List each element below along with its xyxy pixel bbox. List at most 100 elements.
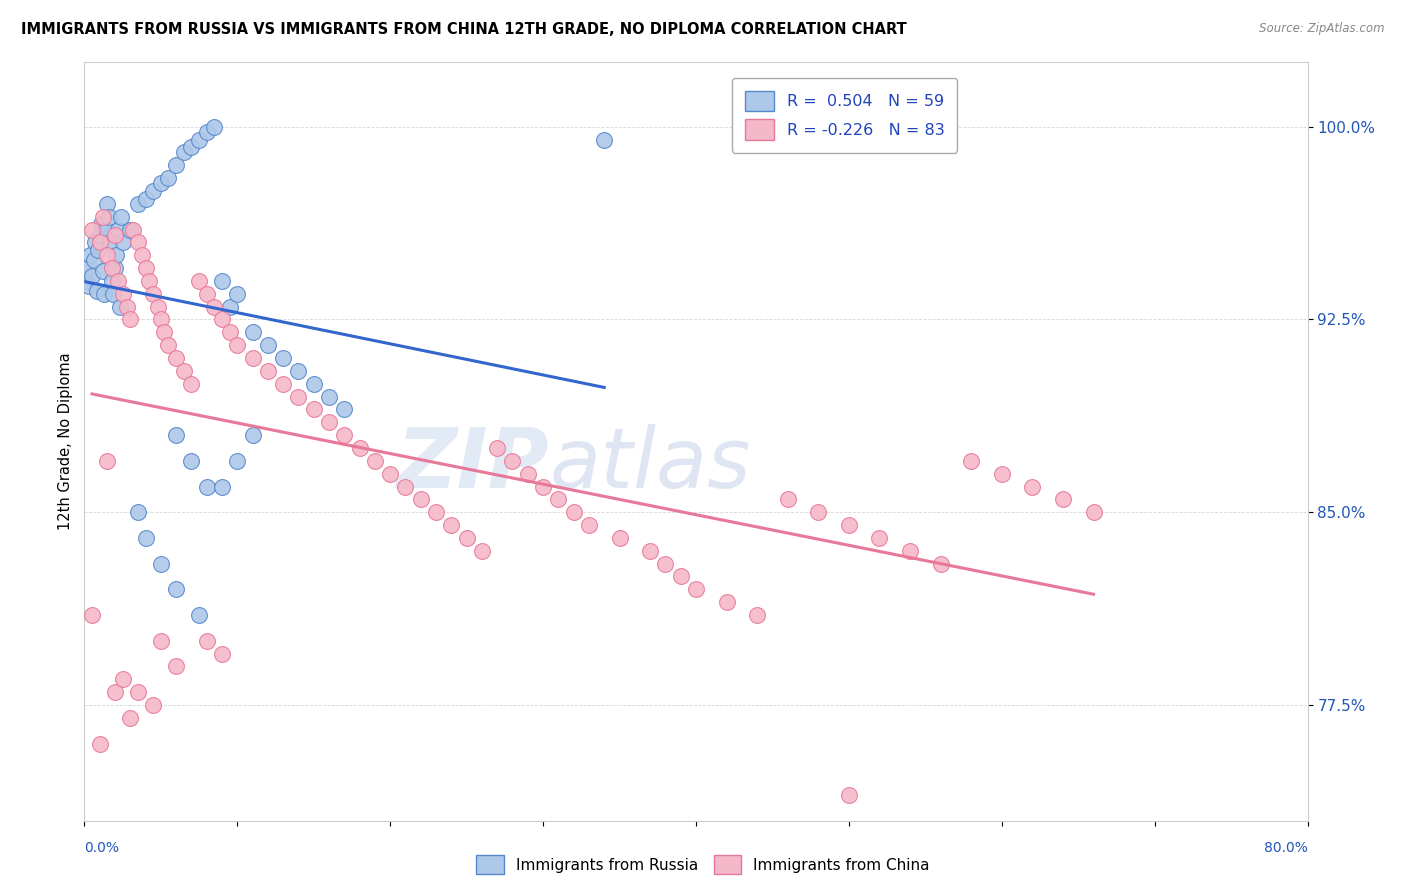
Point [131,248,153,262]
Point [202,120,225,134]
Point [838,788,860,802]
Point [135,192,157,206]
Point [80,222,103,236]
Point [105,248,128,262]
Point [180,376,202,391]
Point [165,659,187,673]
Point [898,543,921,558]
Point [1052,492,1074,507]
Point [153,326,176,340]
Point [869,531,891,545]
Point [287,390,309,404]
Point [271,351,294,365]
Point [107,274,129,288]
Point [195,479,218,493]
Point [271,376,294,391]
Point [188,274,211,288]
Point [593,132,616,146]
Text: atlas: atlas [550,424,751,505]
Text: 80.0%: 80.0% [1264,841,1308,855]
Point [157,171,180,186]
Point [89,737,111,751]
Point [165,351,187,365]
Point [96,248,118,262]
Point [86,284,108,298]
Point [122,222,145,236]
Point [165,582,187,597]
Point [226,286,249,301]
Point [111,286,134,301]
Point [188,132,211,146]
Point [91,263,114,277]
Point [257,338,280,352]
Point [79,248,101,262]
Point [409,492,432,507]
Point [107,222,129,236]
Point [91,210,114,224]
Point [302,376,325,391]
Point [669,569,692,583]
Point [110,210,132,224]
Text: ZIP: ZIP [396,424,550,505]
Point [77,279,100,293]
Point [96,196,118,211]
Point [90,218,112,232]
Point [349,441,371,455]
Point [127,685,149,699]
Point [165,158,187,172]
Point [127,196,149,211]
Point [716,595,738,609]
Point [226,454,249,468]
Point [838,518,860,533]
Point [287,364,309,378]
Point [807,505,830,519]
Point [111,235,134,250]
Point [202,300,225,314]
Point [685,582,707,597]
Point [93,286,115,301]
Point [111,673,134,687]
Point [103,286,125,301]
Point [960,454,983,468]
Point [135,261,157,276]
Point [211,479,233,493]
Point [87,243,110,257]
Point [149,557,172,571]
Point [120,711,142,725]
Point [218,326,240,340]
Point [242,428,264,442]
Point [97,210,120,224]
Point [318,390,340,404]
Point [226,338,249,352]
Point [440,518,463,533]
Point [127,505,149,519]
Point [364,454,387,468]
Point [547,492,569,507]
Point [135,531,157,545]
Point [120,222,142,236]
Point [471,543,494,558]
Point [380,467,402,481]
Point [80,268,103,283]
Point [142,698,165,712]
Point [76,261,98,276]
Point [165,428,187,442]
Point [1021,479,1043,493]
Point [138,274,160,288]
Point [638,543,661,558]
Point [486,441,509,455]
Point [120,312,142,326]
Point [218,300,240,314]
Point [75,274,97,288]
Point [89,227,111,242]
Point [578,518,600,533]
Point [89,235,111,250]
Point [333,428,356,442]
Point [149,176,172,190]
Point [211,312,233,326]
Point [149,633,172,648]
Text: Source: ZipAtlas.com: Source: ZipAtlas.com [1260,22,1385,36]
Point [115,300,138,314]
Point [211,274,233,288]
Point [94,222,117,236]
